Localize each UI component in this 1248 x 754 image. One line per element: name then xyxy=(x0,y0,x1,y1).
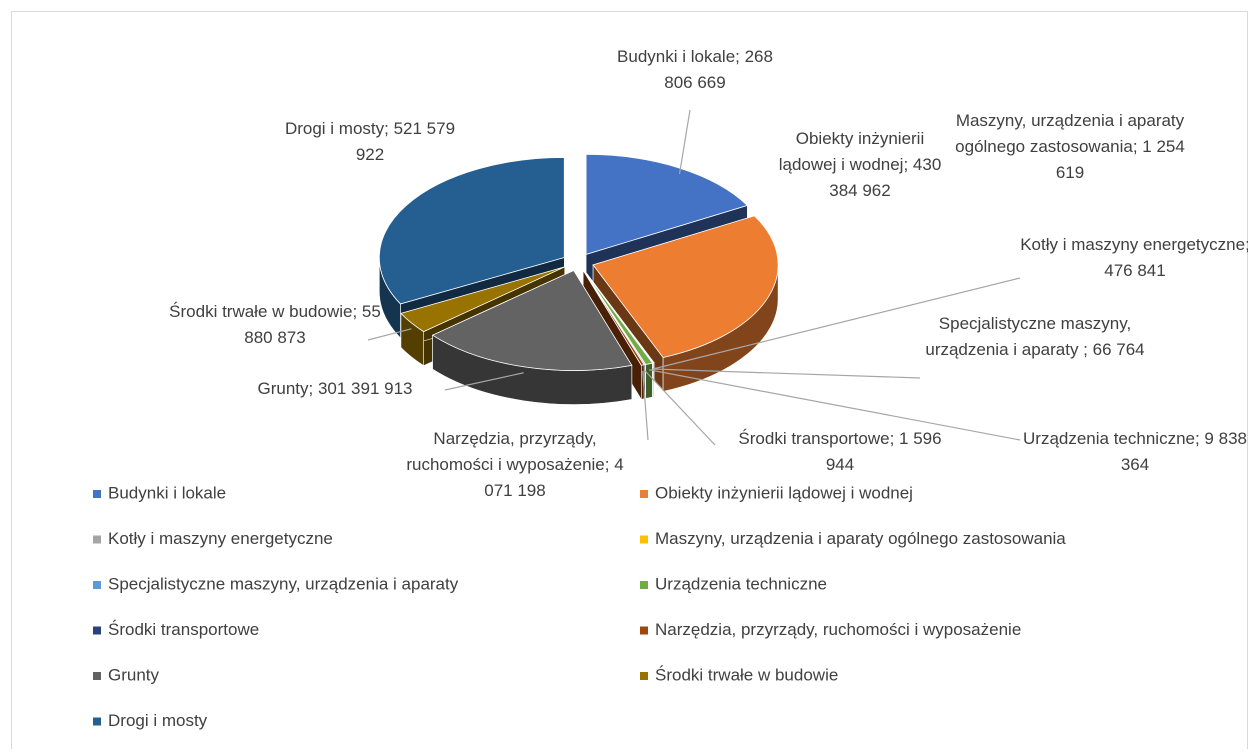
legend-swatch xyxy=(640,490,648,498)
legend-label: Środki transportowe xyxy=(108,620,259,639)
legend-swatch xyxy=(93,490,101,498)
label-line: 384 962 xyxy=(829,181,890,200)
legend-label: Środki trwałe w budowie xyxy=(655,665,838,684)
legend-swatch xyxy=(640,627,648,635)
label-line: Narzędzia, przyrządy, xyxy=(433,429,596,448)
label-line: lądowej i wodnej; 430 xyxy=(779,155,942,174)
label-line: 880 873 xyxy=(244,328,305,347)
legend-label: Specjalistyczne maszyny, urządzenia i ap… xyxy=(108,574,459,593)
label-line: 806 669 xyxy=(664,73,725,92)
legend-label: Drogi i mosty xyxy=(108,711,208,730)
label-line: Budynki i lokale; 268 xyxy=(617,47,773,66)
label-line: Drogi i mosty; 521 579 xyxy=(285,119,455,138)
legend-swatch xyxy=(93,627,101,635)
legend-swatch xyxy=(93,536,101,544)
label-line: 922 xyxy=(356,145,384,164)
legend-swatch xyxy=(93,718,101,726)
label-line: Grunty; 301 391 913 xyxy=(257,379,412,398)
legend-swatch xyxy=(93,672,101,680)
label-line: Urządzenia techniczne; 9 838 xyxy=(1023,429,1247,448)
legend-label: Narzędzia, przyrządy, ruchomości i wypos… xyxy=(655,620,1021,639)
label-line: Specjalistyczne maszyny, xyxy=(939,314,1131,333)
label-line: Kotły i maszyny energetyczne; xyxy=(1020,235,1248,254)
label-line: Maszyny, urządzenia i aparaty xyxy=(956,111,1185,130)
legend-swatch xyxy=(93,581,101,589)
label-line: urządzenia i aparaty ; 66 764 xyxy=(925,340,1144,359)
legend-label: Grunty xyxy=(108,665,160,684)
label-line: 619 xyxy=(1056,163,1084,182)
legend-label: Budynki i lokale xyxy=(108,483,226,502)
label-line: 364 xyxy=(1121,455,1149,474)
legend-swatch xyxy=(640,581,648,589)
legend-label: Urządzenia techniczne xyxy=(655,574,827,593)
legend-swatch xyxy=(640,536,648,544)
legend-swatch xyxy=(640,672,648,680)
label-line: Obiekty inżynierii xyxy=(796,129,925,148)
label-line: ogólnego zastosowania; 1 254 xyxy=(955,137,1185,156)
label-line: Środki trwałe w budowie; 55 xyxy=(169,302,381,321)
data-label: Grunty; 301 391 913 xyxy=(257,379,412,398)
label-line: ruchomości i wyposażenie; 4 xyxy=(406,455,623,474)
label-line: 944 xyxy=(826,455,854,474)
legend-label: Maszyny, urządzenia i aparaty ogólnego z… xyxy=(655,529,1066,548)
slice-side xyxy=(646,363,653,398)
label-line: Środki transportowe; 1 596 xyxy=(738,429,941,448)
label-line: 476 841 xyxy=(1104,261,1165,280)
legend-label: Kotły i maszyny energetyczne xyxy=(108,529,333,548)
label-line: 071 198 xyxy=(484,481,545,500)
legend-label: Obiekty inżynierii lądowej i wodnej xyxy=(655,483,913,502)
